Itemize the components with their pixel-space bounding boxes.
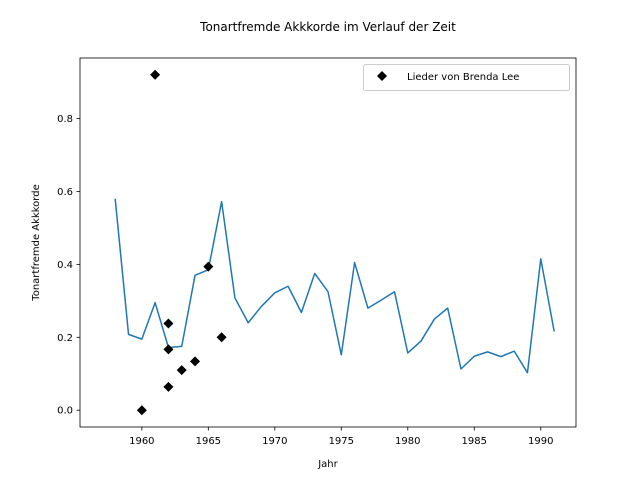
x-axis-label: Jahr [317, 459, 338, 470]
y-tick-label: 0.6 [57, 187, 73, 198]
legend-box [363, 64, 570, 91]
scatter-point [136, 405, 147, 416]
scatter-series [136, 69, 227, 416]
chart-title: Tonartfremde Akkkorde im Verlauf der Zei… [199, 20, 456, 34]
y-tick-label: 0.2 [57, 333, 73, 344]
y-tick-label: 0.8 [57, 114, 73, 125]
x-tick-label: 1980 [395, 436, 420, 447]
line-series [114, 198, 555, 374]
legend-label: Lieder von Brenda Lee [407, 72, 519, 83]
scatter-point [203, 261, 214, 272]
scatter-point [190, 356, 201, 367]
y-tick-label: 0.0 [57, 406, 73, 417]
y-axis-label: Tonartfremde Akkkorde [31, 184, 42, 301]
x-tick-label: 1965 [196, 436, 221, 447]
x-tick-label: 1960 [129, 436, 154, 447]
y-axis: 0.0 0.2 0.4 0.6 0.8 [57, 114, 80, 417]
legend: Lieder von Brenda Lee [363, 64, 570, 91]
plot-area [79, 57, 577, 428]
scatter-point [216, 332, 227, 343]
x-tick-label: 1970 [262, 436, 287, 447]
x-axis: 1960 1965 1970 1975 1980 1985 1990 [129, 427, 553, 447]
x-tick-label: 1985 [462, 436, 487, 447]
series-line [114, 198, 555, 374]
legend-marker [377, 71, 387, 81]
y-tick-label: 0.4 [57, 260, 73, 271]
scatter-point [163, 344, 174, 355]
scatter-point [163, 318, 174, 329]
x-tick-label: 1990 [528, 436, 553, 447]
scatter-point [176, 365, 187, 376]
scatter-point [163, 381, 174, 392]
x-tick-label: 1975 [329, 436, 354, 447]
scatter-point [150, 69, 161, 80]
